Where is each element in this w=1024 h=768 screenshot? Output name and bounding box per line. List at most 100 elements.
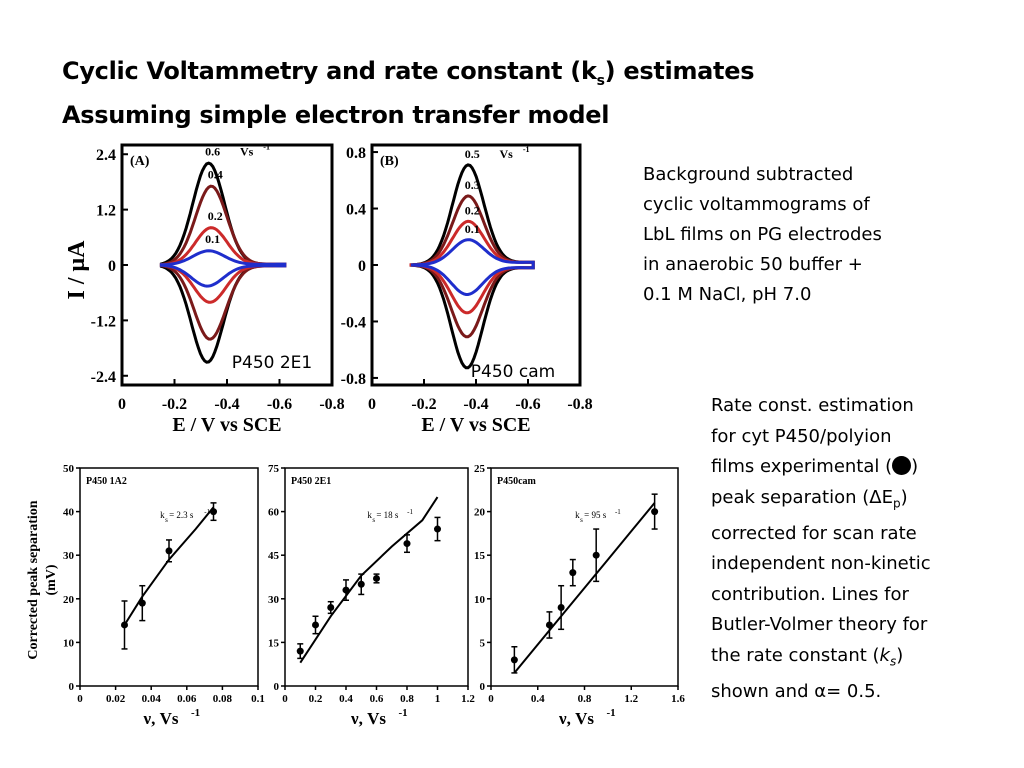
cv-scan-rate-label: 0.3 bbox=[465, 178, 480, 192]
rate-k-sub: s bbox=[165, 516, 168, 524]
cv-panel-label: (A) bbox=[130, 154, 150, 169]
cv-panel-label: (B) bbox=[380, 154, 399, 169]
rate-data-point bbox=[312, 621, 319, 629]
rate-x-tick-label: 0 bbox=[282, 693, 288, 705]
cv-xlabel: E / V vs SCE bbox=[421, 414, 530, 436]
cv-scan-rate-label: 0.2 bbox=[208, 209, 223, 223]
rate-desc-line-1: Rate const. estimation bbox=[711, 395, 914, 416]
rate-x-tick-label: 0.4 bbox=[531, 693, 545, 705]
rate-x-tick-label: 0.6 bbox=[370, 693, 384, 705]
rate-y-tick-label: 5 bbox=[480, 637, 486, 649]
rate-data-point bbox=[557, 604, 565, 612]
cv-scan-rate-label: 0.2 bbox=[465, 204, 480, 218]
rate-panel-label: P450 1A2 bbox=[86, 476, 127, 487]
cv-xlabel: E / V vs SCE bbox=[172, 414, 281, 436]
rate-data-point bbox=[592, 551, 600, 559]
rate-y-tick-label: 75 bbox=[268, 463, 280, 475]
filled-circle-marker-icon bbox=[892, 456, 912, 475]
rate-x-tick-label: 0.04 bbox=[142, 693, 162, 705]
rate-k-value: = 18 s bbox=[376, 510, 399, 520]
cv-y-tick-label: 1.2 bbox=[96, 203, 116, 220]
cv-x-tick-label: -0.2 bbox=[411, 396, 436, 413]
cv-x-tick-label: -0.4 bbox=[214, 396, 239, 413]
title-line-2: Assuming simple electron transfer model bbox=[62, 100, 610, 129]
rate-panel-3: P450cam k s = 95 s -1 0 0.4 0.8 1.2 1.6 25 20 15 10 5… bbox=[474, 463, 685, 728]
cv-curve-0_1 bbox=[159, 249, 287, 288]
rate-desc-line-2: for cyt P450/polyion bbox=[711, 425, 892, 447]
cv-sample-label: P450 2E1 bbox=[232, 353, 312, 373]
rate-panel-label: P450 2E1 bbox=[291, 476, 331, 487]
cv-curve-0_1 bbox=[410, 238, 535, 296]
cv-sample-label: P450 cam bbox=[471, 362, 555, 382]
cv-desc-line-3: LbL films on PG electrodes bbox=[643, 224, 882, 245]
rate-data-point bbox=[373, 574, 380, 582]
cv-desc-line-2: cyclic voltammograms of bbox=[643, 194, 870, 215]
rate-k-exp: -1 bbox=[407, 508, 413, 516]
rate-y-tick-label: 45 bbox=[268, 550, 280, 562]
cv-ylabel: I / μA bbox=[64, 240, 90, 300]
rate-fit-line bbox=[299, 496, 439, 664]
rate-data-point bbox=[210, 508, 217, 516]
rate-ylabel: Corrected peak separation bbox=[26, 500, 41, 659]
cv-scan-rate-label: 0.1 bbox=[465, 222, 480, 236]
cv-scan-rate-unit: Vs bbox=[500, 147, 514, 161]
cv-scan-rate-label: 0.1 bbox=[205, 232, 220, 246]
cv-panel-b: 0.5 Vs -1 0.3 0.2 0.1 (B) P450 cam 0 -0.2 -0.4 -0.6… bbox=[341, 143, 593, 436]
cv-description: Background subtracted cyclic voltammogra… bbox=[643, 160, 882, 310]
rate-data-point bbox=[357, 580, 365, 588]
cv-scan-rate-label: 0.6 bbox=[205, 144, 220, 158]
rate-x-tick-label: 0.06 bbox=[177, 693, 197, 705]
rate-y-tick-label: 25 bbox=[474, 463, 486, 475]
rate-data-point bbox=[121, 621, 128, 629]
rate-desc-line-4: peak separation (ΔEp) bbox=[711, 486, 908, 511]
cv-y-tick-label: -1.2 bbox=[91, 313, 116, 330]
rate-k-sub: s bbox=[372, 516, 375, 524]
cv-y-tick-label: 0 bbox=[108, 258, 116, 275]
rate-y-tick-label: 60 bbox=[268, 507, 280, 519]
rate-y-tick-label: 20 bbox=[474, 507, 486, 519]
rate-y-tick-label: 0 bbox=[69, 681, 75, 693]
cv-y-tick-label: -2.4 bbox=[91, 369, 116, 386]
rate-data-point bbox=[403, 540, 411, 548]
title-line-1: Cyclic Voltammetry and rate constant (ks… bbox=[62, 57, 755, 89]
rate-x-tick-label: 0.08 bbox=[213, 693, 233, 705]
rate-k-exp: -1 bbox=[204, 508, 210, 516]
rate-k-exp: -1 bbox=[615, 508, 621, 516]
rate-plot-frame bbox=[79, 467, 259, 687]
rate-desc-line-8: Butler-Volmer theory for bbox=[711, 614, 928, 636]
rate-y-tick-label: 0 bbox=[480, 681, 486, 693]
rate-y-tick-label: 30 bbox=[63, 550, 75, 562]
rate-y-tick-label: 10 bbox=[474, 594, 486, 606]
rate-x-tick-label: 0.1 bbox=[251, 693, 265, 705]
cv-scan-rate-unit-exp: -1 bbox=[263, 142, 270, 151]
rate-data-point bbox=[569, 569, 577, 577]
rate-desc-line-7: contribution. Lines for bbox=[711, 583, 909, 605]
rate-x-tick-label: 1.2 bbox=[624, 693, 638, 705]
rate-y-tick-label: 30 bbox=[268, 594, 280, 606]
cv-x-tick-label: -0.4 bbox=[463, 396, 488, 413]
cv-desc-line-1: Background subtracted bbox=[643, 164, 854, 185]
cv-y-tick-label: 0 bbox=[358, 258, 366, 275]
rate-y-tick-label: 15 bbox=[474, 550, 486, 562]
rate-data-point bbox=[510, 656, 518, 664]
rate-k-annotation: k bbox=[367, 510, 372, 520]
cv-desc-line-5: 0.1 M NaCl, pH 7.0 bbox=[643, 284, 812, 305]
rate-data-point bbox=[651, 508, 659, 516]
cv-y-tick-label: 0.4 bbox=[346, 202, 366, 219]
rate-y-tick-label: 0 bbox=[274, 681, 280, 693]
cv-x-tick-label: -0.6 bbox=[267, 396, 292, 413]
cv-x-tick-label: -0.8 bbox=[567, 396, 592, 413]
rate-fit-line bbox=[513, 502, 656, 674]
cv-desc-line-4: in anaerobic 50 buffer + bbox=[643, 254, 863, 275]
rate-x-tick-label: 1.2 bbox=[461, 693, 475, 705]
rate-x-tick-label: 0.8 bbox=[400, 693, 414, 705]
rate-x-tick-label: 0 bbox=[488, 693, 494, 705]
rate-fit-line bbox=[123, 506, 215, 626]
cv-scan-rate-label: 0.5 bbox=[465, 147, 480, 161]
cv-y-tick-label: 0.8 bbox=[346, 145, 366, 162]
rate-ylabel-unit: (mV) bbox=[44, 564, 59, 595]
rate-y-tick-label: 50 bbox=[63, 463, 75, 475]
rate-x-tick-label: 0.02 bbox=[106, 693, 126, 705]
rate-data-point bbox=[434, 525, 441, 533]
